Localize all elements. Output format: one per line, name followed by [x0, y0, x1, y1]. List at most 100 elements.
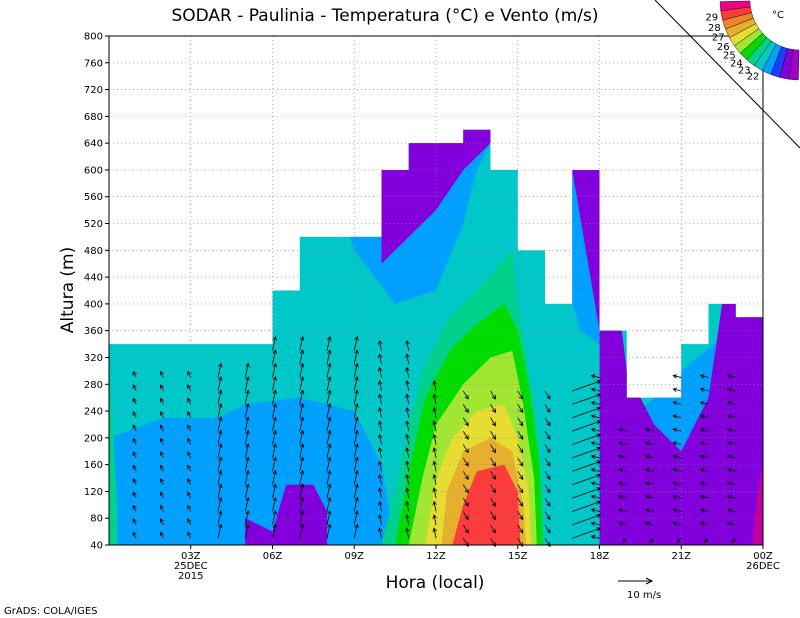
x-tick-label: 15Z [508, 551, 528, 562]
colorbar-label: 24 [730, 59, 743, 70]
wind-arrow [159, 504, 165, 512]
colorbar-unit: °C [772, 10, 784, 21]
x-tick-label: 06Z [263, 551, 283, 562]
wind-arrow [699, 467, 709, 473]
wind-arrow [462, 471, 469, 481]
wind-arrow [244, 402, 250, 418]
wind-arrow [462, 511, 469, 521]
y-tick-label: 480 [84, 246, 103, 257]
wind-arrow [672, 521, 682, 526]
wind-arrow [244, 362, 250, 378]
wind-arrow [187, 518, 192, 526]
wind-arrow [377, 487, 383, 499]
wind-arrow [187, 464, 192, 472]
wind-arrow [132, 411, 137, 418]
wind-arrow [217, 496, 223, 512]
wind-arrow [299, 483, 305, 499]
wind-arrow [617, 454, 627, 459]
wind-arrow [353, 483, 359, 499]
wind-arrow [377, 500, 383, 512]
wind-arrow [405, 366, 410, 378]
wind-arrow [645, 494, 655, 500]
wind-arrow [244, 416, 250, 432]
wind-arrow [544, 444, 551, 454]
wind-arrow [544, 457, 551, 467]
wind-arrow [672, 494, 682, 500]
wind-arrow [490, 457, 496, 467]
wind-arrow [272, 362, 278, 378]
wind-arrow [353, 443, 359, 459]
wind-arrow [590, 441, 600, 446]
wind-arrow [132, 531, 137, 539]
wind-arrow [544, 484, 551, 494]
wind-scale-label: 10 m/s [627, 590, 661, 601]
wind-arrow [377, 393, 383, 405]
wind-arrow [187, 451, 192, 459]
wind-arrow [432, 406, 437, 418]
wind-arrow [326, 429, 332, 445]
y-tick-label: 40 [90, 541, 103, 552]
wind-arrow [699, 400, 709, 406]
wind-arrow [132, 437, 137, 445]
wind-arrow [187, 437, 192, 445]
wind-arrow [517, 457, 524, 467]
wind-arrow [377, 380, 383, 392]
wind-arrow [517, 444, 524, 454]
colorbar-divider [654, 0, 800, 149]
region-22-23-right [572, 129, 763, 545]
wind-arrow [405, 420, 410, 432]
wind-arrow [590, 494, 600, 500]
wind-arrow [299, 523, 305, 539]
wind-vectors [132, 335, 737, 548]
wind-arrow [187, 531, 192, 539]
wind-arrow [699, 481, 709, 486]
wind-arrow [432, 460, 437, 472]
region-magenta-edge [752, 464, 763, 545]
wind-arrow [272, 523, 278, 539]
wind-arrow [572, 487, 602, 499]
wind-arrow [405, 380, 410, 392]
wind-arrow [699, 414, 709, 419]
y-tick-label: 760 [84, 58, 103, 69]
wind-arrow [462, 404, 469, 414]
wind-arrow [159, 397, 165, 405]
wind-arrow [590, 467, 600, 473]
wind-arrow [672, 387, 682, 392]
colorbar-label: 25 [723, 51, 736, 62]
y-tick-label: 240 [84, 407, 103, 418]
wind-arrow [187, 491, 192, 499]
wind-arrow [353, 335, 359, 351]
wind-arrow [432, 514, 437, 525]
colorbar-label: 23 [738, 66, 751, 77]
y-tick-label: 800 [84, 32, 103, 43]
wind-arrow [272, 429, 278, 445]
wind-arrow [272, 402, 278, 418]
wind-arrow [517, 430, 524, 440]
wind-arrow [617, 508, 627, 513]
wind-arrow [405, 406, 410, 418]
wind-arrow [159, 464, 165, 472]
wind-arrow [217, 483, 223, 499]
colorbar-label: 26 [717, 42, 730, 53]
wind-arrow [726, 454, 736, 459]
wind-arrow [217, 376, 223, 392]
wind-arrow [353, 510, 359, 525]
region-hot [452, 464, 521, 545]
wind-arrow [405, 433, 410, 445]
wind-arrow [159, 477, 165, 485]
wind-arrow [617, 467, 627, 473]
wind-arrow [645, 508, 655, 513]
wind-arrow [517, 404, 524, 414]
wind-arrow [726, 521, 736, 526]
wind-arrow [572, 527, 602, 539]
wind-arrow [326, 389, 332, 405]
wind-arrow [132, 451, 137, 459]
wind-arrow [590, 521, 600, 526]
wind-arrow [244, 496, 250, 512]
y-tick-label: 400 [84, 299, 103, 310]
chart-title: SODAR - Paulinia - Temperatura (°C) e Ve… [171, 6, 598, 26]
wind-arrow [462, 457, 469, 467]
